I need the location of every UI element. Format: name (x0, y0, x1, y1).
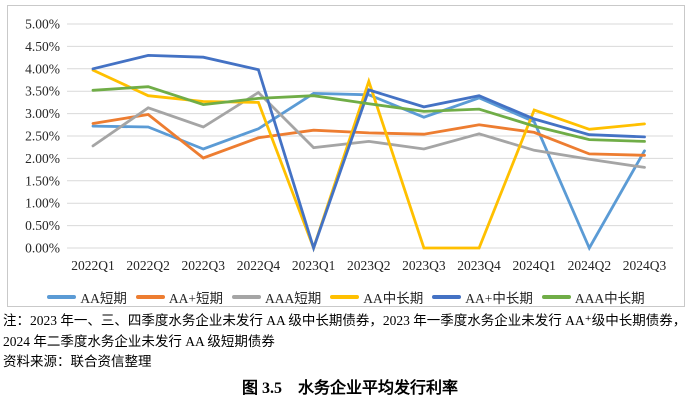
y-tick-label: 4.00% (25, 61, 60, 76)
legend-line-swatch (330, 295, 360, 299)
chart-frame: 5.00% 4.50% 4.00% 3.50% 3.00% 2.50% 2.00% 1.50%… (7, 5, 685, 307)
legend-line-swatch (47, 295, 77, 299)
x-tick-label: 2022Q2 (126, 258, 170, 273)
chart-legend: AA短期 AA+短期 AAA短期 AA中长期 AA+中长期 AAA中长期 (8, 287, 684, 307)
legend-label: AA+短期 (168, 291, 223, 306)
legend-item-1: AA+短期 (135, 287, 223, 307)
chart-note-line2: 2024 年二季度水务企业未发行 AA 级短期债券 (3, 334, 275, 349)
chart-note-line1: 注：2023 年一、三、四季度水务企业未发行 AA 级中长期债券，2023 年一… (3, 313, 687, 328)
series-line-0 (91, 91, 646, 252)
y-tick-label: 2.00% (25, 151, 60, 166)
legend-item-0: AA短期 (47, 287, 127, 307)
legend-label: AAA中长期 (574, 291, 645, 306)
series-line-4 (91, 53, 646, 253)
y-tick-label: 0.50% (25, 218, 60, 233)
legend-line-swatch (432, 295, 462, 299)
legend-line-swatch (232, 295, 261, 299)
x-tick-label: 2023Q4 (457, 258, 501, 273)
legend-line-swatch (135, 295, 165, 299)
y-tick-label: 3.00% (25, 106, 60, 121)
legend-label: AA中长期 (363, 291, 424, 306)
legend-item-5: AAA中长期 (541, 287, 645, 307)
y-tick-label: 1.00% (25, 196, 60, 211)
legend-item-4: AA+中长期 (432, 287, 533, 307)
data-source: 资料来源：联合资信整理 (3, 354, 152, 369)
x-tick-label: 2022Q3 (182, 258, 226, 273)
legend-label: AAA短期 (265, 291, 322, 306)
y-tick-label: 2.50% (25, 129, 60, 144)
y-tick-label: 5.00% (25, 17, 60, 32)
x-tick-label: 2024Q3 (623, 258, 667, 273)
y-tick-label: 4.50% (25, 39, 60, 54)
figure-caption: 图 3.5 水务企业平均发行利率 (241, 380, 458, 397)
x-tick-label: 2023Q2 (347, 258, 391, 273)
x-tick-label: 2024Q1 (512, 258, 556, 273)
y-tick-label: 1.50% (25, 173, 60, 188)
x-tick-label: 2022Q1 (71, 258, 115, 273)
x-tick-label: 2024Q2 (568, 258, 612, 273)
y-tick-label: 0.00% (25, 241, 60, 256)
legend-label: AA短期 (80, 291, 127, 306)
issuance-rate-line-chart: 5.00% 4.50% 4.00% 3.50% 3.00% 2.50% 2.00% 1.50%… (25, 17, 673, 273)
x-tick-label: 2023Q1 (292, 258, 336, 273)
series-line-1 (91, 113, 646, 160)
legend-item-3: AA中长期 (330, 287, 423, 307)
y-tick-label: 3.50% (25, 84, 60, 99)
x-tick-label: 2022Q4 (237, 258, 281, 273)
legend-line-swatch (541, 295, 571, 299)
legend-item-2: AAA短期 (232, 287, 321, 307)
x-tick-label: 2023Q3 (402, 258, 446, 273)
series-line-5 (91, 85, 646, 143)
legend-label: AA+中长期 (465, 291, 533, 306)
series-line-2 (91, 90, 646, 169)
